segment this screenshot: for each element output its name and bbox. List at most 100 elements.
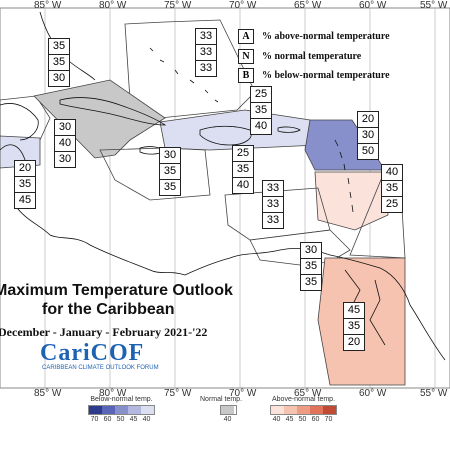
prob-box-colombia-coast: 30 35 35 — [300, 242, 322, 291]
scale-swatch — [297, 406, 310, 414]
logo-subtitle: CARIBBEAN CLIMATE OUTLOOK FORUM — [42, 365, 159, 371]
scale-ticks: 40 — [221, 416, 242, 423]
prob-box-jamaica: 30 35 35 — [159, 147, 181, 196]
caricof-logo: CariCOF CARIBBEAN CLIMATE OUTLOOK FORUM — [40, 340, 159, 371]
prob-above: 30 — [55, 120, 75, 136]
lon-label: 85° W — [34, 388, 62, 399]
scale-bar — [88, 405, 155, 415]
scale-above: Above-normal temp. 40 45 50 60 70 — [270, 396, 337, 423]
scale-swatch — [115, 406, 128, 414]
prob-box-yucatan: 35 35 30 — [48, 38, 70, 87]
prob-above: 33 — [196, 29, 216, 45]
scale-bar — [220, 405, 237, 415]
prob-normal: 35 — [15, 177, 35, 193]
prob-box-guianas: 45 35 20 — [343, 302, 365, 351]
coast-cuba — [59, 97, 167, 126]
map-title: Maximum Temperature Outlook — [0, 282, 233, 299]
prob-normal: 33 — [196, 45, 216, 61]
lon-label: 65° W — [294, 388, 322, 399]
scale-tick: 40 — [142, 416, 151, 423]
scale-below: Below-normal temp. 70 60 50 45 40 — [88, 396, 155, 423]
prob-below: 35 — [163, 181, 177, 193]
lon-label: 80° W — [99, 0, 127, 11]
scale-swatch — [310, 406, 323, 414]
legend-text: % below-normal temperature — [262, 69, 390, 81]
legend-letter: B — [238, 67, 254, 83]
lon-label: 70° W — [229, 388, 257, 399]
prob-normal: 35 — [233, 162, 253, 178]
prob-below: 33 — [199, 62, 213, 74]
scale-normal: Normal temp. 40 — [200, 396, 242, 423]
prob-above: 30 — [301, 243, 321, 259]
prob-below: 30 — [52, 72, 66, 84]
scale-ticks: 70 60 50 45 40 — [88, 416, 155, 423]
scale-swatch — [284, 406, 297, 414]
scale-swatch — [141, 406, 154, 414]
logo-name: CariCOF — [40, 340, 145, 366]
prob-box-belize: 20 35 45 — [14, 160, 36, 209]
prob-above: 35 — [49, 39, 69, 55]
coastlines — [0, 11, 446, 361]
scale-swatch — [128, 406, 141, 414]
lon-label: 75° W — [164, 0, 192, 11]
prob-above: 40 — [382, 165, 402, 181]
scale-swatch — [221, 406, 234, 414]
scale-swatch — [271, 406, 284, 414]
scale-tick: 60 — [311, 416, 320, 423]
coast-florida — [39, 11, 96, 81]
prob-box-windward: 40 35 25 — [381, 164, 403, 213]
prob-box-cuba: 30 40 30 — [54, 119, 76, 168]
prob-normal: 40 — [55, 136, 75, 152]
zone-yucatan — [0, 95, 51, 141]
prob-above: 20 — [15, 161, 35, 177]
prob-normal: 35 — [301, 259, 321, 275]
scale-tick: 40 — [223, 416, 232, 423]
prob-below: 33 — [266, 214, 280, 226]
legend-above: A % above-normal temperature — [238, 28, 390, 44]
prob-box-turks-caicos: 25 35 40 — [250, 86, 272, 135]
prob-above: 20 — [358, 112, 378, 128]
lon-label: 55° W — [420, 388, 448, 399]
coast-puerto-rico — [277, 126, 301, 133]
prob-normal: 33 — [263, 197, 283, 213]
scale-title: Above-normal temp. — [271, 396, 336, 403]
prob-box-leeward: 20 30 50 — [357, 111, 379, 160]
prob-box-caribbean-sea: 33 33 33 — [262, 180, 284, 229]
map-title-region: for the Caribbean — [42, 301, 175, 318]
scale-swatch — [323, 406, 336, 414]
coast-yucatan — [0, 103, 39, 141]
coast-south-america — [184, 247, 446, 361]
lon-label: 80° W — [99, 388, 127, 399]
zone-windward — [314, 171, 389, 231]
prob-normal: 30 — [358, 128, 378, 144]
prob-below: 30 — [58, 153, 72, 165]
lon-label: 65° W — [294, 0, 322, 11]
prob-above: 25 — [251, 87, 271, 103]
scale-ticks: 40 45 50 60 70 — [270, 416, 337, 423]
coast-hispaniola — [199, 125, 252, 146]
scale-title: Below-normal temp. — [90, 396, 153, 403]
scale-tick: 70 — [324, 416, 333, 423]
lon-label: 75° W — [164, 388, 192, 399]
scale-swatch — [89, 406, 102, 414]
prob-normal: 35 — [344, 319, 364, 335]
legend-letter: A — [238, 28, 254, 44]
prob-below: 25 — [385, 198, 399, 210]
prob-below: 40 — [236, 179, 250, 191]
prob-box-hispaniola: 25 35 40 — [232, 145, 254, 194]
lon-label: 60° W — [359, 0, 387, 11]
coast-lesser-antilles — [334, 139, 354, 213]
prob-normal: 35 — [251, 103, 271, 119]
prob-normal: 35 — [160, 164, 180, 180]
zone-cuba — [33, 79, 166, 159]
legend-text: % above-normal temperature — [262, 30, 390, 42]
prob-above: 33 — [263, 181, 283, 197]
legend-text: % normal temperature — [262, 50, 362, 62]
prob-below: 20 — [347, 336, 361, 348]
scale-tick: 45 — [285, 416, 294, 423]
lon-label: 60° W — [359, 388, 387, 399]
title-block: Maximum Temperature Outlook for the Cari… — [0, 282, 240, 340]
scale-tick: 70 — [90, 416, 99, 423]
prob-normal: 35 — [49, 55, 69, 71]
